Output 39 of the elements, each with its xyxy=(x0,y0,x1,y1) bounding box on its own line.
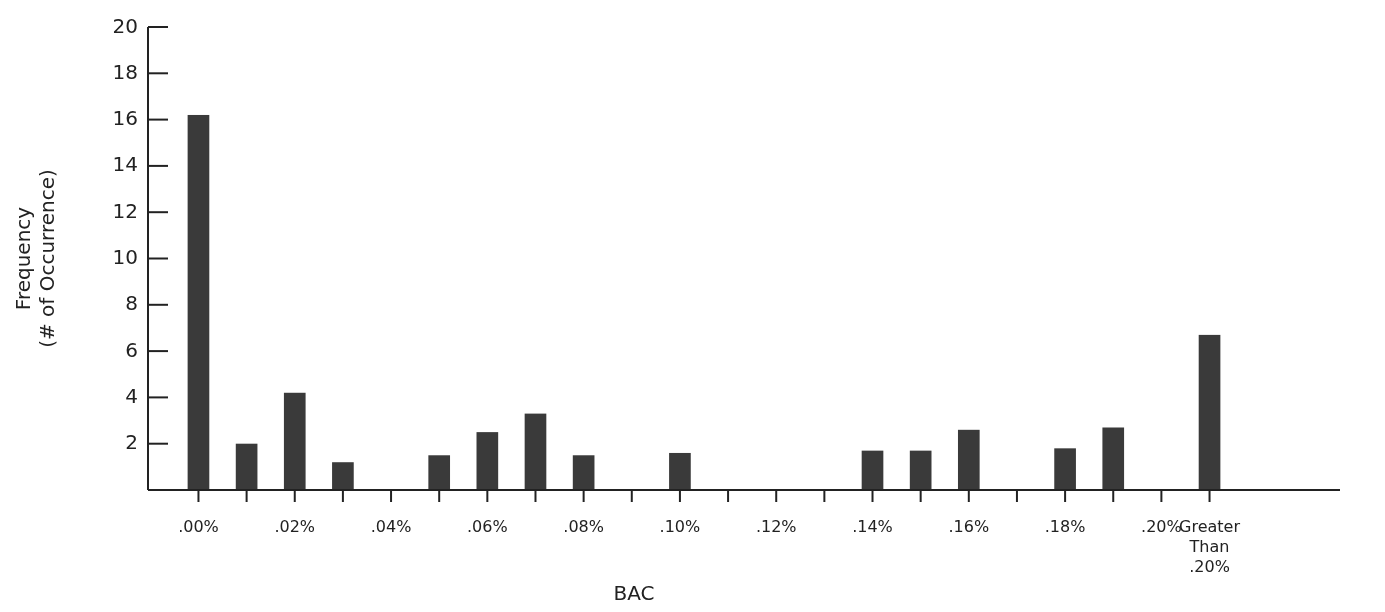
x-tick-label: .16% xyxy=(948,517,990,536)
x-tick-label: .10% xyxy=(659,517,701,536)
x-axis-title: BAC xyxy=(613,581,655,605)
bar xyxy=(476,432,499,490)
x-tick-label: .00% xyxy=(178,517,219,536)
x-tick-label: .14% xyxy=(852,517,893,536)
bar xyxy=(428,455,451,490)
y-tick-label: 4 xyxy=(125,383,138,408)
y-axis-title: Frequency (# of Occurrence) xyxy=(11,169,59,348)
bar xyxy=(669,452,691,490)
x-tick-label: .08% xyxy=(563,517,604,536)
bar xyxy=(187,114,210,490)
x-tick-label: .06% xyxy=(467,517,508,536)
bar xyxy=(1102,427,1125,490)
y-tick-label: 14 xyxy=(112,152,138,177)
x-tick-label: Greater Than .20% xyxy=(1179,517,1241,576)
bar xyxy=(332,462,354,490)
bar xyxy=(861,450,884,490)
bar xyxy=(524,413,547,490)
y-tick-label: 10 xyxy=(112,245,138,269)
y-tick-label: 8 xyxy=(125,291,138,316)
x-tick-label: .18% xyxy=(1044,517,1086,536)
y-tick-label: 2 xyxy=(125,430,138,455)
x-tick-label: .02% xyxy=(274,517,316,536)
bar xyxy=(957,429,980,490)
bar xyxy=(572,455,595,490)
bar xyxy=(1054,448,1076,490)
bar xyxy=(283,392,306,490)
y-tick-label: 18 xyxy=(112,59,138,84)
bar xyxy=(235,443,258,490)
y-tick-label: 16 xyxy=(112,106,138,131)
x-tick-label: .20% xyxy=(1141,517,1182,536)
bar xyxy=(1198,334,1221,490)
x-tick-label: .12% xyxy=(755,517,797,536)
y-tick-label: 12 xyxy=(112,198,138,223)
y-tick-label: 6 xyxy=(125,337,138,362)
y-tick-label: 20 xyxy=(112,13,138,38)
bar xyxy=(909,450,932,490)
x-tick-label: .04% xyxy=(370,517,412,536)
